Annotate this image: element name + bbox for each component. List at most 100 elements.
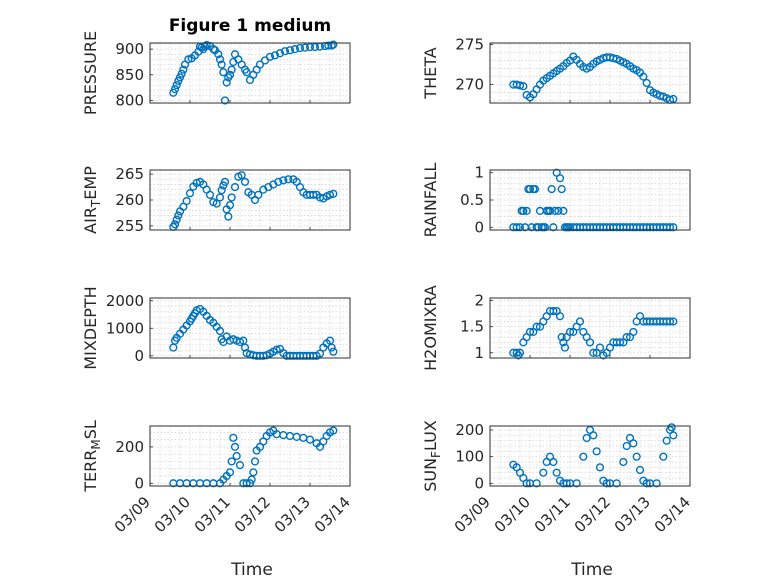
data-point <box>227 193 236 202</box>
data-point <box>669 317 678 326</box>
data-point <box>274 177 283 186</box>
data-point <box>230 182 240 192</box>
y-tick-label: 275 <box>455 36 484 54</box>
data-point <box>212 199 221 208</box>
y-tick-label: 200 <box>115 438 144 456</box>
data-point <box>619 457 628 467</box>
subplot-theta: 270 275 THETA <box>421 36 691 104</box>
data-point <box>515 223 525 232</box>
data-point <box>669 223 678 232</box>
data-point <box>285 46 295 55</box>
y-tick-label: 0 <box>474 474 484 492</box>
data-point <box>174 211 183 220</box>
data-point <box>315 349 325 358</box>
data-point <box>219 68 228 77</box>
data-point <box>254 190 263 199</box>
axes-box <box>489 169 691 231</box>
subplot-pressure: 800 850 900 PRESSURE Figure 1 medium <box>81 16 351 115</box>
y-tick-label: 255 <box>115 217 144 235</box>
data-point <box>575 317 585 326</box>
data-point <box>662 436 671 445</box>
data-point <box>589 431 598 440</box>
x-axis-label: Time <box>570 560 613 580</box>
data-point <box>582 433 591 443</box>
axes-outline <box>149 42 351 104</box>
data-point <box>667 423 676 432</box>
data-point <box>217 186 226 195</box>
y-tick-label: 1 <box>474 344 484 362</box>
y-axis-label: RAINFALL <box>421 163 440 238</box>
data-point <box>540 223 550 232</box>
data-point <box>280 47 290 56</box>
data-point <box>565 327 575 337</box>
x-tick-label: 03/13 <box>271 493 314 536</box>
data-point <box>560 343 570 352</box>
data-point <box>525 184 535 194</box>
data-point <box>217 60 226 69</box>
x-tick-label: 03/10 <box>491 493 534 536</box>
data-point <box>225 201 235 210</box>
data-point <box>329 347 338 356</box>
data-point <box>554 206 563 216</box>
data-point <box>172 215 181 224</box>
data-point <box>227 457 236 466</box>
data-point <box>172 80 181 90</box>
data-point <box>182 196 191 206</box>
data-point <box>250 457 260 466</box>
data-point <box>669 94 678 104</box>
data-point <box>305 435 315 444</box>
data-point <box>170 220 180 229</box>
data-point <box>530 184 540 194</box>
data-point <box>232 451 241 461</box>
data-point <box>242 68 251 77</box>
data-point <box>220 96 230 105</box>
data-point <box>579 452 588 461</box>
data-point <box>549 306 558 316</box>
axes-outline <box>489 297 691 359</box>
data-point <box>265 52 275 61</box>
data-point <box>225 468 235 477</box>
data-point <box>305 43 315 52</box>
data-point <box>240 177 250 186</box>
data-point <box>290 45 300 54</box>
data-point <box>224 212 233 221</box>
x-tick-label: 03/09 <box>111 493 154 536</box>
data-point <box>229 433 238 442</box>
data-point <box>550 206 560 216</box>
data-point <box>555 174 565 183</box>
data-point <box>532 322 541 331</box>
data-point <box>629 439 638 448</box>
data-point <box>215 55 225 64</box>
data-point <box>635 465 645 475</box>
data-point <box>284 175 293 184</box>
data-point <box>622 441 631 451</box>
data-point <box>272 345 281 354</box>
x-axis-label: Time <box>230 560 273 580</box>
data-point <box>639 72 648 81</box>
data-point <box>179 65 188 74</box>
y-tick-label: 0 <box>474 218 484 236</box>
data-point <box>235 460 245 470</box>
data-point <box>512 223 521 232</box>
data-point <box>230 442 240 452</box>
y-tick-label: 2 <box>474 292 484 310</box>
data-point <box>669 431 678 440</box>
data-point <box>309 190 318 199</box>
y-axis-label: TERRMSL <box>81 420 103 493</box>
x-tick-label: 03/14 <box>651 493 694 536</box>
data-point <box>545 206 555 216</box>
data-point <box>595 343 605 352</box>
axes-outline <box>489 42 691 104</box>
y-axis-label: AIRTEMP <box>81 166 103 234</box>
data-point <box>300 43 310 52</box>
x-tick-label: 03/12 <box>571 493 614 536</box>
series-markers <box>509 52 678 104</box>
data-point <box>222 78 231 87</box>
y-tick-label: 1.5 <box>460 318 484 336</box>
data-point <box>240 343 250 352</box>
data-point <box>205 190 215 199</box>
data-point <box>214 50 223 59</box>
